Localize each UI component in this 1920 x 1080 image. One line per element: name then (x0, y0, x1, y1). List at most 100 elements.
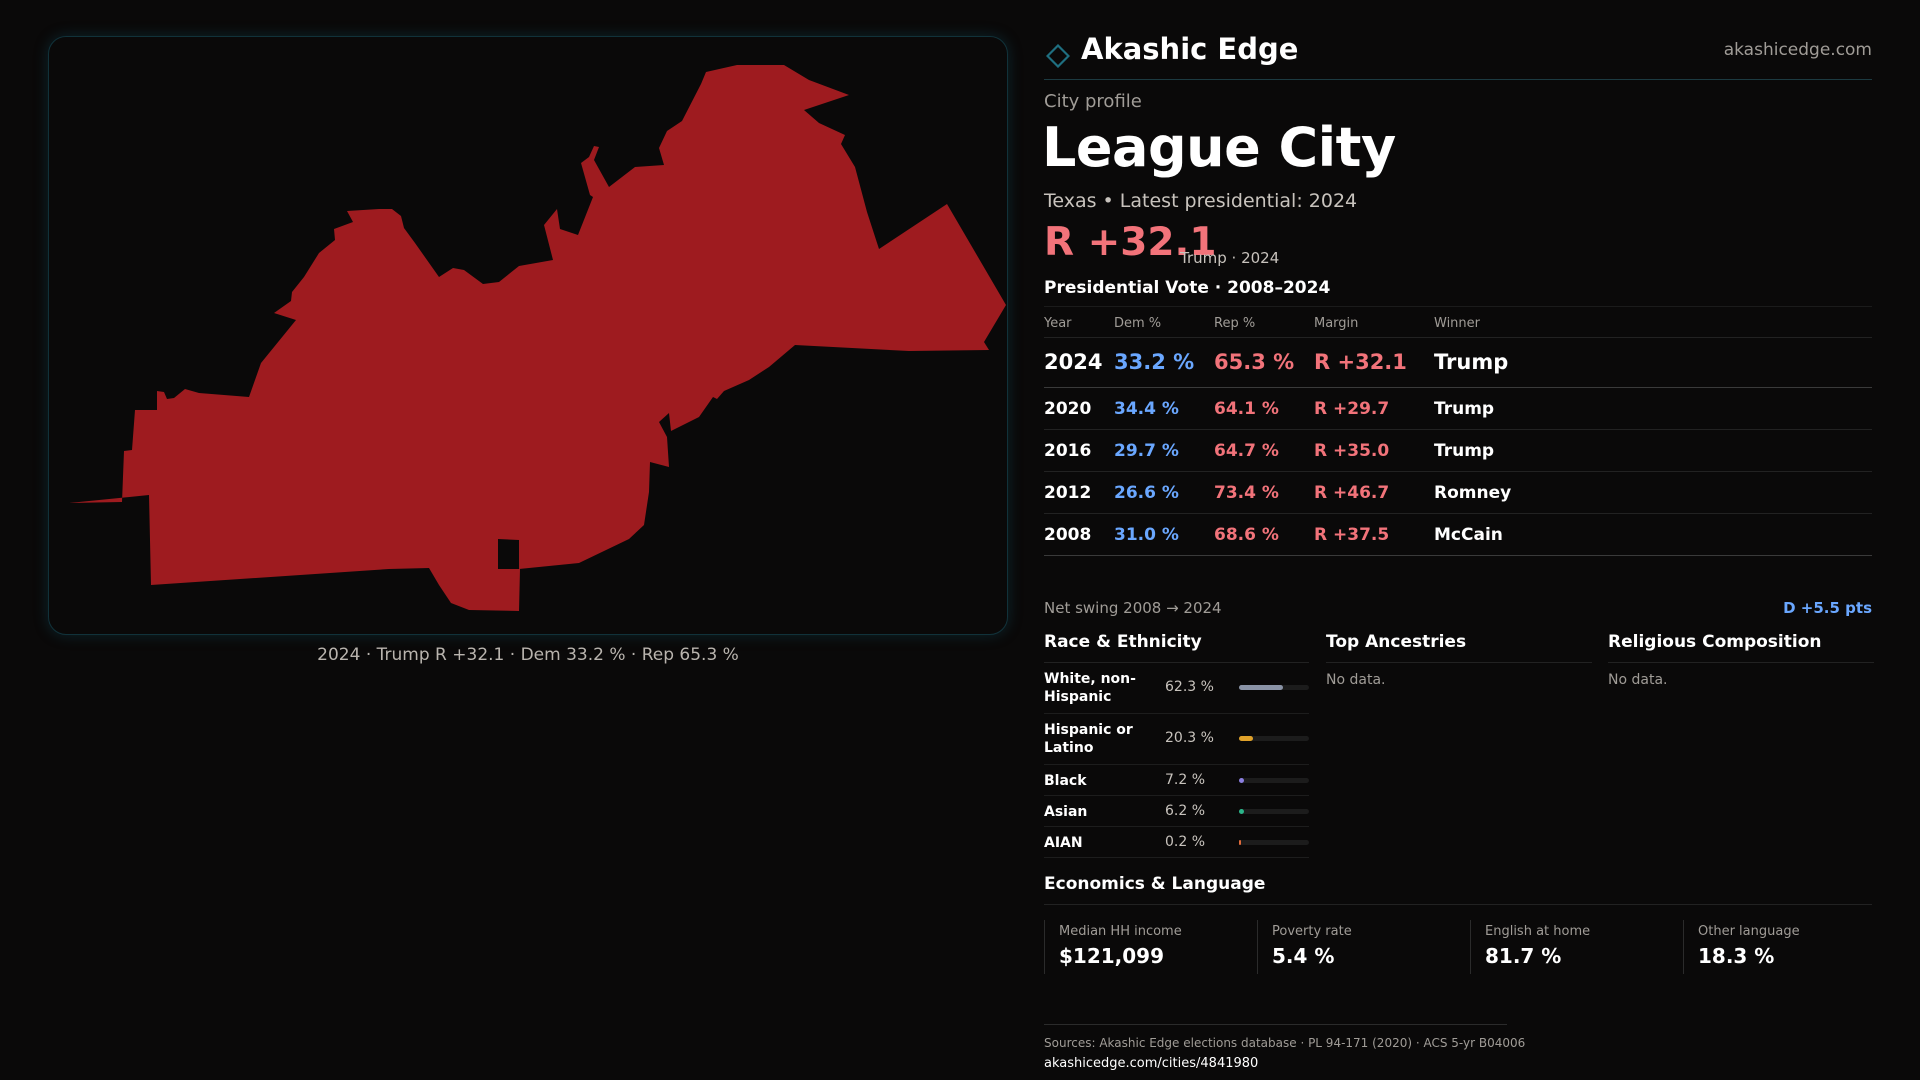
econ-card-poverty: Poverty rate 5.4 % (1257, 920, 1447, 974)
vote-table: Year Dem % Rep % Margin Winner 2024 33.2… (1044, 306, 1872, 556)
row-year: 2024 (1044, 350, 1103, 374)
race-bar-track (1239, 736, 1309, 741)
row-year: 2020 (1044, 399, 1092, 419)
row-dem: 34.4 % (1114, 399, 1179, 419)
table-row: 2012 26.6 % 73.4 % R +46.7 Romney (1044, 472, 1872, 514)
econ-value: $121,099 (1059, 944, 1165, 968)
row-margin: R +32.1 (1314, 350, 1407, 374)
brand-url-link[interactable]: akashicedge.com (1723, 40, 1872, 60)
row-rep: 64.7 % (1214, 441, 1279, 461)
row-winner: Trump (1434, 350, 1509, 374)
race-bar-track (1239, 840, 1309, 845)
econ-card-other-language: Other language 18.3 % (1683, 920, 1873, 974)
table-header-row: Year Dem % Rep % Margin Winner (1044, 307, 1872, 338)
ancestries-title: Top Ancestries (1326, 630, 1592, 663)
economics-title: Economics & Language (1044, 874, 1872, 905)
row-dem: 29.7 % (1114, 441, 1179, 461)
table-row: 2008 31.0 % 68.6 % R +37.5 McCain (1044, 514, 1872, 556)
race-value: 20.3 % (1165, 730, 1214, 746)
econ-value: 18.3 % (1698, 944, 1775, 968)
map-caption: 2024 · Trump R +32.1 · Dem 33.2 % · Rep … (317, 645, 739, 665)
table-row: 2020 34.4 % 64.1 % R +29.7 Trump (1044, 388, 1872, 430)
header-rep: Rep % (1214, 316, 1256, 331)
net-swing-row: Net swing 2008 → 2024 D +5.5 pts (1044, 596, 1872, 620)
row-winner: McCain (1434, 525, 1503, 545)
race-label: Hispanic or Latino (1044, 722, 1133, 756)
religion-section: Religious Composition No data. (1608, 630, 1874, 688)
city-boundary-map (48, 36, 1008, 635)
header-winner: Winner (1434, 316, 1481, 331)
race-value: 7.2 % (1165, 772, 1206, 788)
row-rep: 64.1 % (1214, 399, 1279, 419)
latest-margin: R +32.1 (1044, 220, 1217, 265)
net-swing-label: Net swing 2008 → 2024 (1044, 599, 1222, 617)
brand-header: Akashic Edge akashicedge.com (1044, 30, 1872, 80)
race-label: White, non-Hispanic (1044, 671, 1136, 705)
race-label: AIAN (1044, 835, 1083, 851)
header-dem: Dem % (1114, 316, 1162, 331)
race-row: Asian 6.2 % (1044, 796, 1309, 827)
row-dem: 26.6 % (1114, 483, 1179, 503)
page-title: League City (1042, 116, 1396, 179)
net-swing-value: D +5.5 pts (1783, 599, 1872, 617)
row-year: 2012 (1044, 483, 1092, 503)
diamond-outline-icon (1046, 44, 1070, 68)
race-section-title: Race & Ethnicity (1044, 630, 1309, 663)
econ-label: English at home (1485, 924, 1591, 939)
race-value: 6.2 % (1165, 803, 1206, 819)
race-label: Asian (1044, 804, 1088, 820)
race-row: AIAN 0.2 % (1044, 827, 1309, 858)
row-margin: R +35.0 (1314, 441, 1390, 461)
row-winner: Trump (1434, 441, 1495, 461)
profile-panel: Akashic Edge akashicedge.com City profil… (1042, 30, 1874, 1071)
page-kicker: City profile (1044, 91, 1142, 112)
row-rep: 68.6 % (1214, 525, 1279, 545)
race-value: 0.2 % (1165, 834, 1206, 850)
race-bar-fill (1239, 736, 1254, 741)
religion-title: Religious Composition (1608, 630, 1874, 663)
sources-footer: Sources: Akashic Edge elections database… (1044, 1024, 1526, 1071)
race-ethnicity-section: Race & Ethnicity White, non-Hispanic 62.… (1044, 630, 1309, 858)
row-margin: R +37.5 (1314, 525, 1390, 545)
vote-section-title: Presidential Vote · 2008–2024 (1044, 278, 1331, 298)
race-row: White, non-Hispanic 62.3 % (1044, 663, 1309, 714)
header-year: Year (1044, 316, 1072, 331)
race-row: Hispanic or Latino 20.3 % (1044, 714, 1309, 765)
econ-label: Median HH income (1059, 924, 1182, 939)
race-bar-track (1239, 685, 1309, 690)
row-winner: Romney (1434, 483, 1512, 503)
row-year: 2016 (1044, 441, 1092, 461)
econ-label: Other language (1698, 924, 1800, 939)
race-bar-track (1239, 778, 1309, 783)
row-dem: 33.2 % (1114, 350, 1195, 374)
religion-empty: No data. (1608, 672, 1668, 688)
economics-cards: Median HH income $121,099 Poverty rate 5… (1044, 920, 1872, 976)
row-margin: R +46.7 (1314, 483, 1390, 503)
race-bar-fill (1239, 778, 1245, 783)
city-boundary-shape (69, 65, 1006, 611)
row-winner: Trump (1434, 399, 1495, 419)
econ-value: 5.4 % (1272, 944, 1335, 968)
race-bar-fill (1239, 840, 1241, 845)
race-row: Black 7.2 % (1044, 765, 1309, 796)
row-year: 2008 (1044, 525, 1092, 545)
race-bar-track (1239, 809, 1309, 814)
ancestries-section: Top Ancestries No data. (1326, 630, 1592, 688)
source-url-link[interactable]: akashicedge.com/cities/4841980 (1044, 1056, 1259, 1071)
race-value: 62.3 % (1165, 679, 1214, 695)
table-row: 2024 33.2 % 65.3 % R +32.1 Trump (1044, 338, 1872, 388)
sources-text: Sources: Akashic Edge elections database… (1044, 1036, 1526, 1050)
race-label: Black (1044, 773, 1087, 789)
econ-value: 81.7 % (1485, 944, 1562, 968)
row-rep: 65.3 % (1214, 350, 1295, 374)
row-rep: 73.4 % (1214, 483, 1279, 503)
row-margin: R +29.7 (1314, 399, 1390, 419)
latest-margin-detail: Trump · 2024 (1180, 249, 1280, 267)
race-bar-fill (1239, 685, 1283, 690)
table-row: 2016 29.7 % 64.7 % R +35.0 Trump (1044, 430, 1872, 472)
header-margin: Margin (1314, 316, 1359, 331)
brand-name: Akashic Edge (1081, 32, 1299, 66)
econ-card-english: English at home 81.7 % (1470, 920, 1660, 974)
race-bar-fill (1239, 809, 1244, 814)
state-subline: Texas • Latest presidential: 2024 (1044, 190, 1358, 212)
